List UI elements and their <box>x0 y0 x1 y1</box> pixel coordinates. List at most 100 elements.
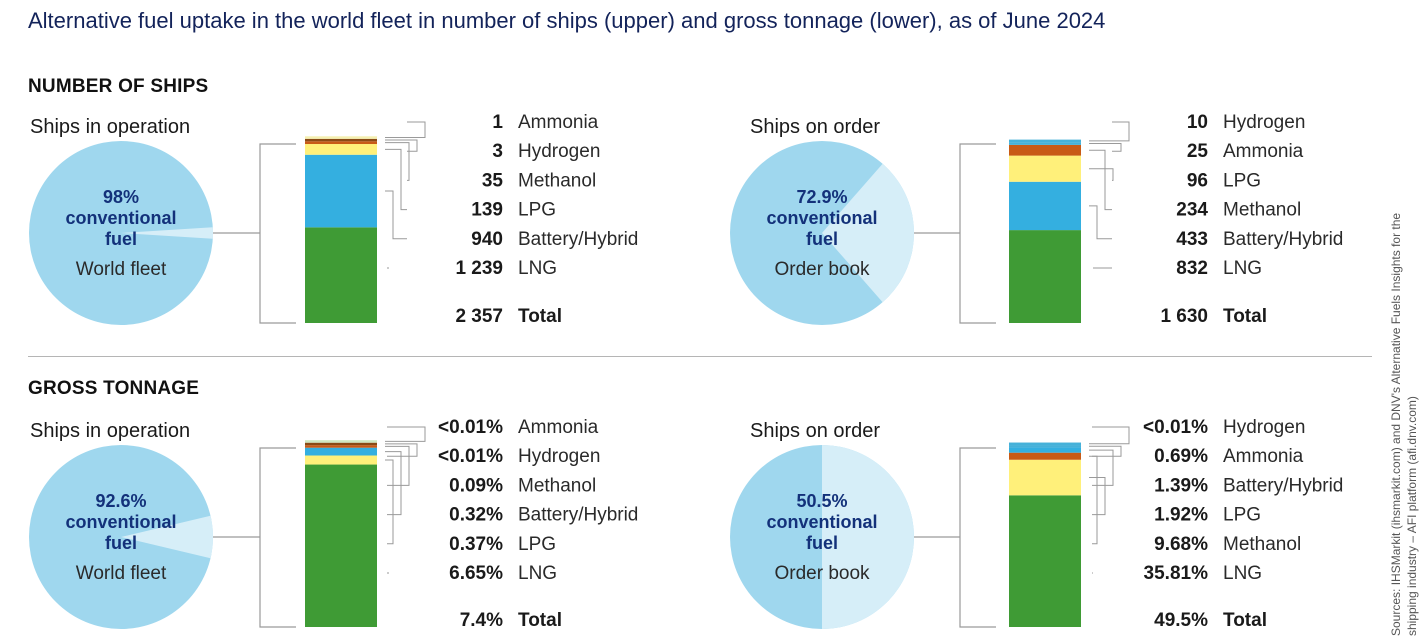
bar-segment-ammonia <box>1009 445 1081 448</box>
pie-fuel-label: fuel <box>806 229 838 249</box>
legend-value: <0.01% <box>1143 417 1208 438</box>
legend-value: 0.09% <box>449 475 503 496</box>
legend-label: Battery/Hybrid <box>518 229 638 250</box>
bar-segment-lpg <box>1009 155 1081 182</box>
pie-fuel-label: fuel <box>105 229 137 249</box>
legend-value: 1 239 <box>455 258 503 279</box>
pie-alternative-slice <box>121 227 214 239</box>
bracket <box>259 447 296 628</box>
legend-label: Methanol <box>1223 200 1301 221</box>
legend-connector <box>1089 121 1130 142</box>
legend-value: 1.92% <box>1154 505 1208 526</box>
legend-value: 10 <box>1187 112 1208 133</box>
pie-center-label: Order book <box>774 259 870 280</box>
legend-connector <box>385 445 410 486</box>
pie-percentage-label: 72.9% <box>796 187 847 207</box>
legend-connector <box>385 451 402 516</box>
panel-title: Ships in operation <box>30 116 190 138</box>
bar-segment-ammonia <box>1009 142 1081 145</box>
pie-alternative-slice <box>822 163 915 303</box>
bar-segment-hydrogen <box>1009 139 1081 143</box>
legend-value: 3 <box>492 141 503 162</box>
pie-center-label: Order book <box>774 563 870 584</box>
bar-segment-battery-hybrid <box>305 154 377 228</box>
pie-alternative-slice <box>822 445 914 629</box>
bar-segment-hydrogen <box>1009 442 1081 446</box>
bar-segment-battery-hybrid <box>1009 181 1081 231</box>
legend-value: <0.01% <box>438 417 503 438</box>
legend-value: 9.68% <box>1154 534 1208 555</box>
bar-segment-methanol <box>305 445 377 448</box>
legend-connector <box>385 426 426 442</box>
bar-segment-lpg <box>305 455 377 465</box>
bar-segment-lng <box>305 227 377 323</box>
legend-label: Battery/Hybrid <box>1223 475 1343 496</box>
bar-segment-lpg <box>305 144 377 155</box>
bar-segment-lng <box>305 464 377 627</box>
panel-title: Ships on order <box>750 116 880 138</box>
total-value: 1 630 <box>1160 306 1208 327</box>
legend-value: 1.39% <box>1154 475 1208 496</box>
legend-label: Ammonia <box>518 112 599 133</box>
legend-label: LPG <box>1223 170 1261 191</box>
legend-label: Methanol <box>518 170 596 191</box>
legend-label: LNG <box>518 258 557 279</box>
panel-title: Ships in operation <box>30 420 190 442</box>
bar-segment-battery-hybrid <box>1009 447 1081 453</box>
total-label: Total <box>518 306 562 327</box>
legend-connector <box>385 190 407 240</box>
legend-label: Ammonia <box>1223 446 1304 467</box>
total-value: 49.5% <box>1154 610 1208 631</box>
legend-connector <box>1089 149 1112 211</box>
section-heading-gross-tonnage: GROSS TONNAGE <box>28 378 200 399</box>
legend-label: Hydrogen <box>1223 417 1305 438</box>
legend-label: LNG <box>1223 563 1262 584</box>
bar-segment-methanol <box>305 141 377 145</box>
bar-segment-lpg <box>1009 459 1081 496</box>
legend-label: Ammonia <box>518 417 599 438</box>
bar-segment-battery-hybrid <box>305 447 377 456</box>
chart-title: Alternative fuel uptake in the world fle… <box>28 8 1106 33</box>
legend-value: 35.81% <box>1144 563 1209 584</box>
legend-label: LNG <box>518 563 557 584</box>
pie-alternative-slice <box>121 515 214 559</box>
bar-segment-ammonia <box>305 136 377 139</box>
legend-label: LPG <box>1223 505 1261 526</box>
legend-label: Hydrogen <box>1223 112 1305 133</box>
legend-connector <box>1089 445 1122 457</box>
legend-value: 832 <box>1176 258 1208 279</box>
pie-center-label: World fleet <box>76 259 167 280</box>
legend-connector <box>1089 205 1112 240</box>
bracket <box>259 143 296 324</box>
legend-value: 35 <box>482 170 504 191</box>
legend-label: Ammonia <box>1223 141 1304 162</box>
legend-label: Battery/Hybrid <box>1223 229 1343 250</box>
legend-label: LNG <box>1223 258 1262 279</box>
legend-connector <box>1089 426 1130 445</box>
bar-segment-hydrogen <box>305 138 377 142</box>
pie-conventional-label: conventional <box>766 512 877 532</box>
pie-percentage-label: 98% <box>103 187 139 207</box>
legend-value: 940 <box>471 229 503 250</box>
legend-value: 6.65% <box>449 563 503 584</box>
total-label: Total <box>1223 306 1267 327</box>
total-label: Total <box>518 610 562 631</box>
legend-value: 139 <box>471 200 503 221</box>
legend-value: <0.01% <box>438 446 503 467</box>
pie-conventional-label: conventional <box>766 208 877 228</box>
total-label: Total <box>1223 610 1267 631</box>
legend-value: 0.37% <box>449 534 503 555</box>
section-divider <box>28 356 1372 357</box>
legend-connector <box>1089 143 1122 152</box>
legend-connector <box>385 148 407 211</box>
legend-value: 0.32% <box>449 505 503 526</box>
legend-connector <box>385 459 394 545</box>
legend-connector <box>1089 168 1114 181</box>
bar-segment-hydrogen <box>305 442 377 446</box>
legend-connector <box>385 139 418 152</box>
panel-title: Ships on order <box>750 420 880 442</box>
legend-label: Hydrogen <box>518 446 600 467</box>
legend-value: 234 <box>1176 200 1208 221</box>
legend-value: 433 <box>1176 229 1208 250</box>
